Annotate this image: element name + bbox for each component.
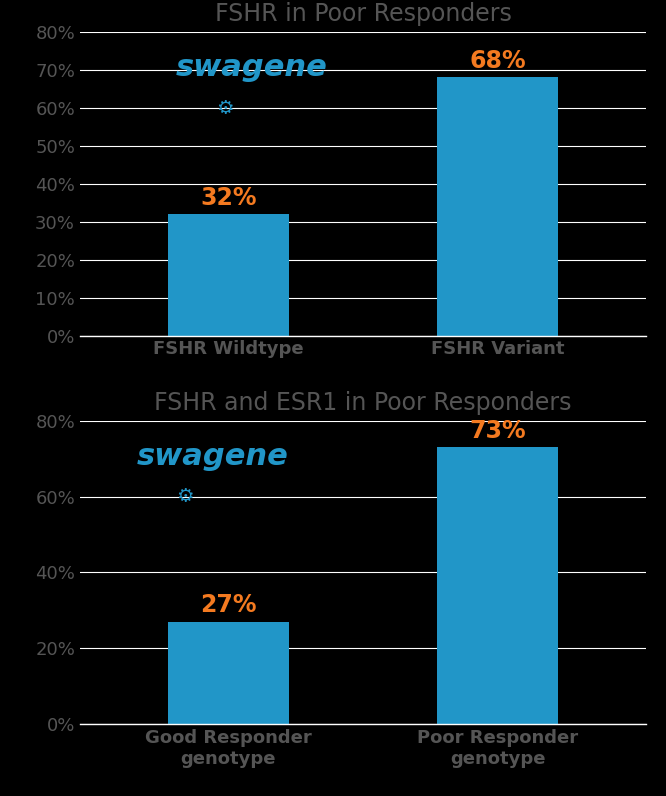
- Bar: [168, 622, 289, 724]
- Bar: [168, 214, 289, 336]
- Text: 68%: 68%: [470, 49, 526, 73]
- Text: ⚙: ⚙: [176, 487, 194, 506]
- Text: 73%: 73%: [470, 419, 526, 443]
- Text: ⚙: ⚙: [216, 99, 233, 118]
- Title: FSHR in Poor Responders: FSHR in Poor Responders: [214, 2, 511, 25]
- Text: swagene: swagene: [176, 53, 328, 82]
- Bar: [437, 447, 558, 724]
- Title: FSHR and ESR1 in Poor Responders: FSHR and ESR1 in Poor Responders: [155, 391, 571, 415]
- Text: 32%: 32%: [200, 185, 256, 209]
- Bar: [437, 77, 558, 336]
- Text: swagene: swagene: [137, 442, 288, 471]
- Text: 27%: 27%: [200, 593, 256, 617]
